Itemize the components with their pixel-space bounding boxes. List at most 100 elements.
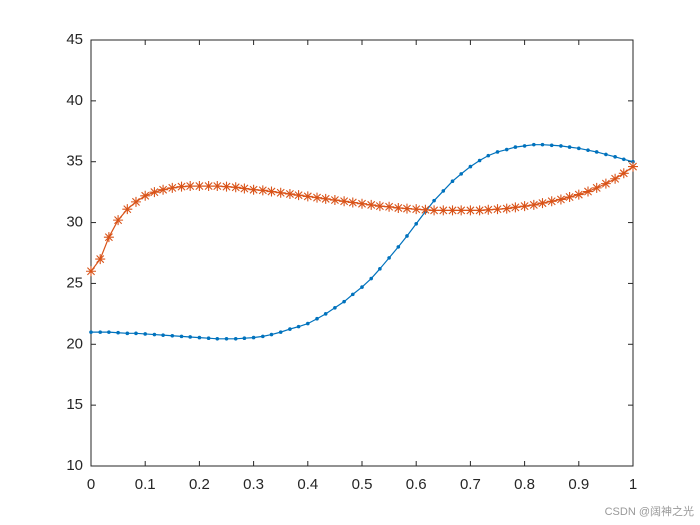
marker [312,192,323,203]
marker [549,143,554,148]
marker [188,335,192,339]
marker [323,312,328,316]
marker [559,144,563,148]
marker [405,234,409,238]
marker [284,188,295,199]
marker [501,203,512,214]
marker [116,330,120,335]
marker [206,336,211,341]
marker [170,333,175,338]
x-tick-label: 0.2 [189,476,210,493]
marker [275,187,286,198]
marker [583,186,594,197]
x-tick-label: 0.3 [243,476,264,493]
marker [269,332,274,337]
watermark: CSDN @阔神之光 [605,504,694,518]
marker [302,191,313,202]
x-tick-label: 0.9 [568,476,589,493]
marker [447,205,458,216]
marker [161,333,165,337]
marker [600,178,611,189]
y-tick-label: 30 [66,214,83,231]
marker [230,182,241,193]
marker [329,195,340,206]
marker [384,201,395,212]
marker [495,150,500,154]
marker [393,202,404,213]
y-tick-label: 40 [66,92,83,109]
marker [248,184,259,195]
marker [441,189,446,193]
y-tick-label: 25 [66,274,83,291]
marker [504,147,509,152]
marker [347,197,358,208]
marker [257,185,268,196]
marker [486,153,491,158]
marker [369,276,374,281]
marker [411,204,422,215]
marker [586,148,590,152]
marker [468,164,473,169]
x-tick-label: 0.4 [297,476,318,493]
marker [350,292,355,297]
marker [357,198,367,209]
marker [414,221,419,226]
marker [278,330,283,334]
marker [339,196,350,207]
marker [107,330,111,334]
x-tick-label: 0 [87,476,95,493]
marker [266,186,277,197]
marker [450,179,455,183]
marker [546,196,557,207]
marker [429,205,440,216]
marker [197,335,202,340]
marker [604,152,608,157]
marker [618,168,629,179]
marker [537,198,548,209]
x-tick-label: 1 [629,476,637,493]
marker [456,205,467,216]
marker [152,332,157,337]
marker [420,204,431,215]
marker [134,331,138,336]
marker [366,199,377,210]
marker [396,245,401,249]
marker [224,337,229,341]
marker [528,199,539,210]
marker [401,203,412,214]
y-tick-label: 35 [66,153,83,170]
marker [474,205,485,216]
marker [233,337,238,341]
marker [149,187,160,198]
marker [540,142,545,147]
marker [477,158,482,163]
marker [140,190,151,201]
marker [621,157,626,162]
marker [113,215,124,226]
marker [519,201,530,212]
marker [459,172,463,176]
marker [513,145,518,149]
marker [333,305,337,310]
marker [387,256,391,260]
marker [438,205,449,216]
y-tick-label: 15 [66,396,83,413]
marker [86,266,96,277]
marker [465,205,476,216]
marker [89,330,93,334]
marker [315,316,319,321]
marker [125,331,130,336]
marker [306,321,310,326]
marker [564,192,575,203]
marker [122,204,133,215]
marker [158,184,169,195]
y-tick-label: 10 [66,457,83,474]
marker [374,201,385,212]
marker [215,337,220,341]
marker [167,182,178,193]
marker [360,285,364,289]
marker [130,196,141,207]
marker [261,334,265,339]
marker [594,150,599,154]
